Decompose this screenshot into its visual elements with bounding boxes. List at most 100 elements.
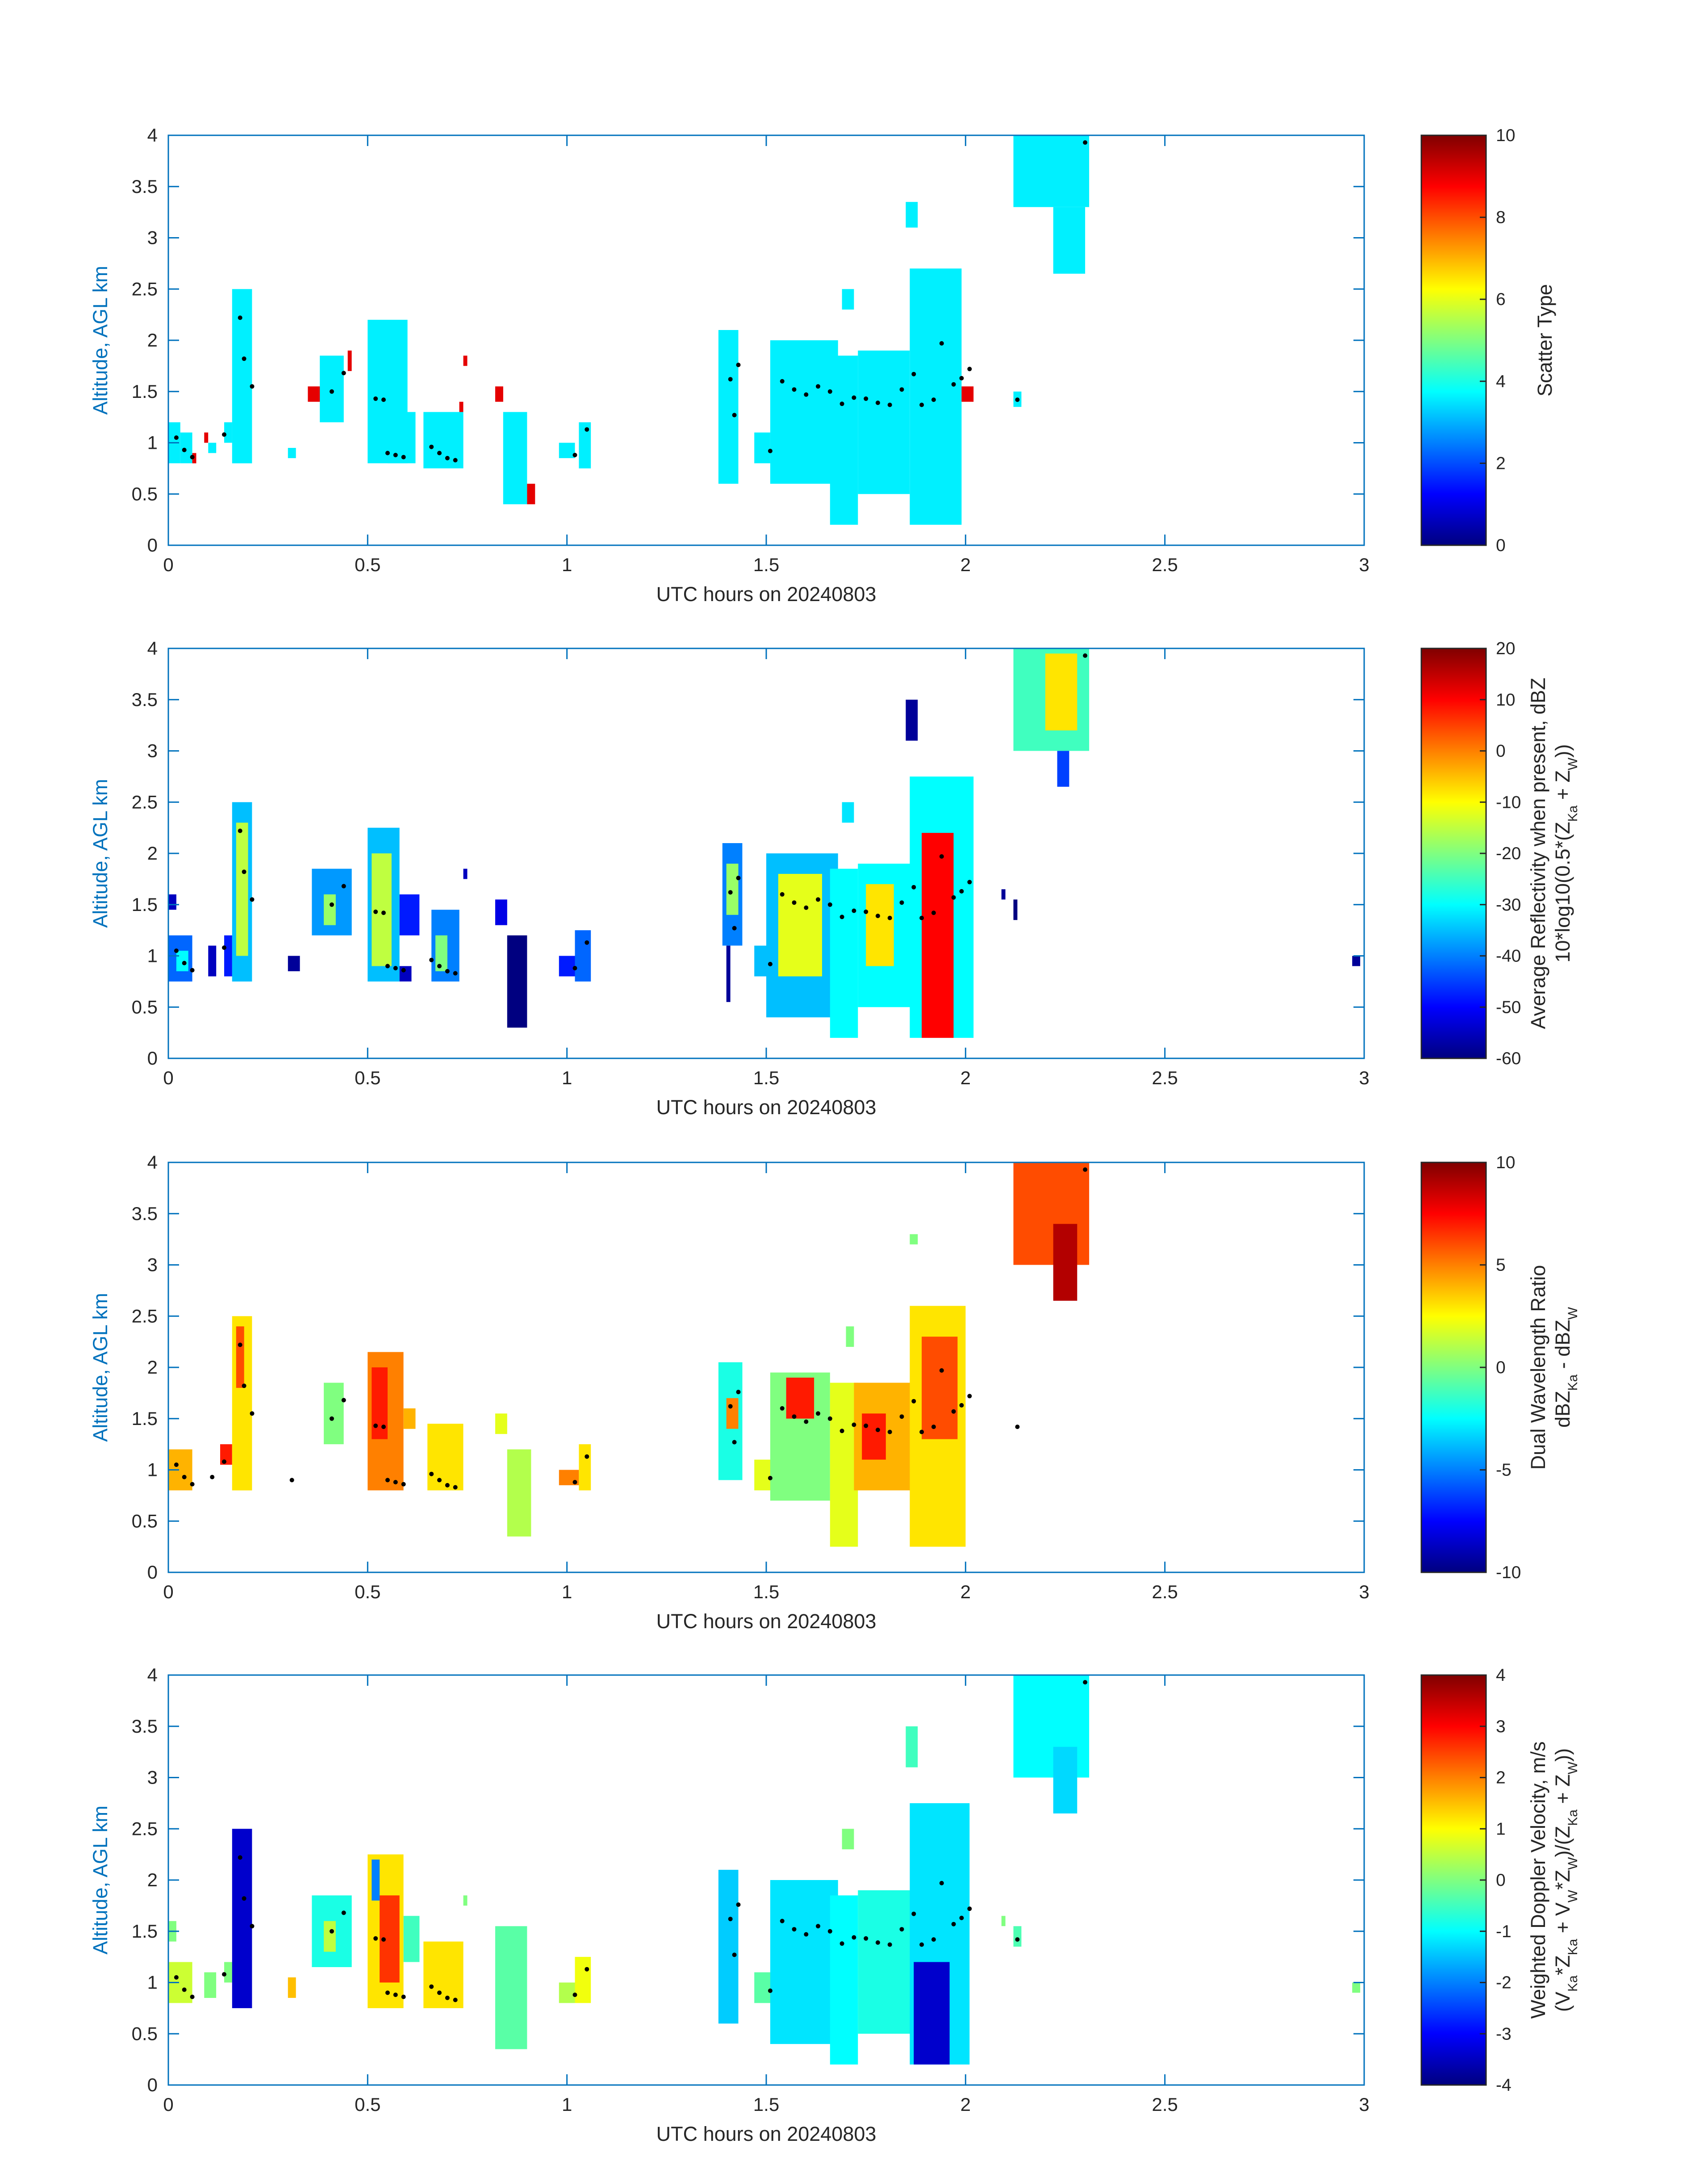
data-cell <box>1013 1162 1090 1265</box>
marker-dot <box>931 397 936 402</box>
data-cell <box>906 1726 918 1768</box>
marker-dot <box>827 389 832 394</box>
colorbar-tick-label: 10 <box>1496 126 1515 145</box>
marker-dot <box>728 1917 733 1922</box>
marker-dot <box>385 1478 390 1483</box>
marker-dot <box>839 1429 844 1433</box>
marker-dot <box>887 402 892 407</box>
data-cell <box>1352 956 1361 966</box>
marker-dot <box>572 966 577 970</box>
y-tick-label: 3.5 <box>132 176 158 197</box>
data-cell <box>288 448 296 458</box>
colorbar-tick-label: 3 <box>1496 1717 1506 1736</box>
colorbar-tick-label: 5 <box>1496 1256 1506 1275</box>
marker-dot <box>911 1911 916 1916</box>
marker-dot <box>951 895 956 900</box>
y-tick-label: 2.5 <box>132 1305 158 1326</box>
y-tick-label: 0 <box>147 2074 158 2095</box>
y-tick-label: 2 <box>147 330 158 351</box>
marker-dot <box>437 1990 442 1995</box>
marker-dot <box>437 964 442 969</box>
colorbar-tick-label: 4 <box>1496 372 1506 391</box>
data-cell <box>862 1413 886 1460</box>
x-tick-label: 2.5 <box>1152 1581 1178 1602</box>
marker-dot <box>453 458 458 463</box>
data-cell <box>922 1337 958 1439</box>
x-tick-label: 2.5 <box>1152 1067 1178 1088</box>
y-tick-label: 1 <box>147 432 158 453</box>
marker-dot <box>804 392 809 397</box>
y-tick-label: 0 <box>147 1562 158 1583</box>
colorbar-tick-label: -20 <box>1496 844 1521 863</box>
marker-dot <box>182 1475 187 1479</box>
marker-dot <box>732 1440 737 1445</box>
colorbar-frame <box>1420 134 1487 546</box>
data-cell <box>718 1870 739 2024</box>
colorbar <box>1421 1675 1486 2085</box>
data-cell <box>1013 899 1018 920</box>
marker-dot <box>385 1990 390 1995</box>
marker-dot <box>190 1482 195 1487</box>
marker-dot <box>839 915 844 919</box>
colorbar-tick-label: 0 <box>1496 1871 1506 1890</box>
panel-3: 0 0.5 1 1.5 2 2.5 3 0 0.5 1 1.5 2 2.5 3 3.5 4 UTC hours … <box>89 1152 1580 1633</box>
data-cell <box>842 1829 854 1850</box>
marker-dot <box>1083 653 1088 658</box>
marker-dot <box>341 371 346 376</box>
x-axis-label: UTC hours on 20240803 <box>656 1610 877 1633</box>
marker-dot <box>222 1459 226 1464</box>
marker-dot <box>250 1924 255 1929</box>
marker-dot <box>736 1902 741 1907</box>
colorbar-tick-label: 10 <box>1496 690 1515 710</box>
marker-dot <box>429 444 434 449</box>
data-cell <box>1013 1675 1090 1778</box>
marker-dot <box>959 1915 964 1920</box>
marker-dots <box>174 140 1088 463</box>
colorbar-tick-label: 20 <box>1496 639 1515 658</box>
data-cell <box>463 1895 468 1906</box>
data-cell <box>1045 653 1077 731</box>
marker-dot <box>736 876 741 881</box>
y-tick-label: 3 <box>147 1767 158 1788</box>
marker-dot <box>852 395 856 400</box>
y-tick-label: 1.5 <box>132 381 158 402</box>
marker-dot <box>585 427 589 432</box>
marker-dot <box>875 914 880 918</box>
marker-dot <box>768 1988 773 1993</box>
data-cell <box>324 1921 336 1952</box>
marker-dot <box>919 402 924 407</box>
y-tick-label: 3 <box>147 227 158 248</box>
data-cell <box>1057 751 1069 787</box>
y-axis-label: Altitude, AGL km <box>89 779 112 928</box>
marker-dot <box>250 384 255 389</box>
marker-dot <box>445 455 450 460</box>
colorbar-tick-label: -5 <box>1496 1461 1512 1480</box>
marker-dot <box>1083 140 1088 145</box>
marker-dot <box>931 1425 936 1429</box>
data-cell <box>463 869 468 879</box>
marker-dot <box>1083 1167 1088 1172</box>
marker-dot <box>190 1994 195 1999</box>
marker-dot <box>967 367 972 372</box>
x-tick-label: 1 <box>562 1067 572 1088</box>
x-tick-label: 1 <box>562 2094 572 2115</box>
data-cell <box>507 935 527 1028</box>
marker-dot <box>330 1416 334 1421</box>
x-tick-label: 3 <box>1359 1581 1369 1602</box>
marker-dot <box>792 1927 797 1932</box>
colorbar-tick-label: -60 <box>1496 1049 1521 1068</box>
marker-dot <box>585 1454 589 1459</box>
marker-dot <box>804 1419 809 1424</box>
y-tick-label: 1.5 <box>132 1921 158 1942</box>
y-tick-label: 1.5 <box>132 894 158 915</box>
data-cell <box>575 930 591 982</box>
data-cell <box>495 1926 527 2049</box>
colorbar-tick-label: -10 <box>1496 793 1521 812</box>
y-tick-label: 0.5 <box>132 996 158 1017</box>
marker-dot <box>875 1940 880 1945</box>
marker-dot <box>804 1932 809 1937</box>
data-cell <box>858 351 910 494</box>
x-tick-label: 1 <box>562 1581 572 1602</box>
data-cell <box>399 894 420 936</box>
